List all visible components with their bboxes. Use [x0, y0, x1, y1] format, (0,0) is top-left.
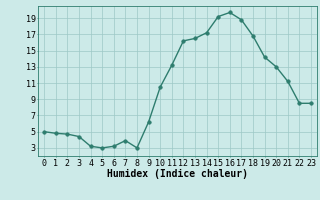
X-axis label: Humidex (Indice chaleur): Humidex (Indice chaleur): [107, 169, 248, 179]
